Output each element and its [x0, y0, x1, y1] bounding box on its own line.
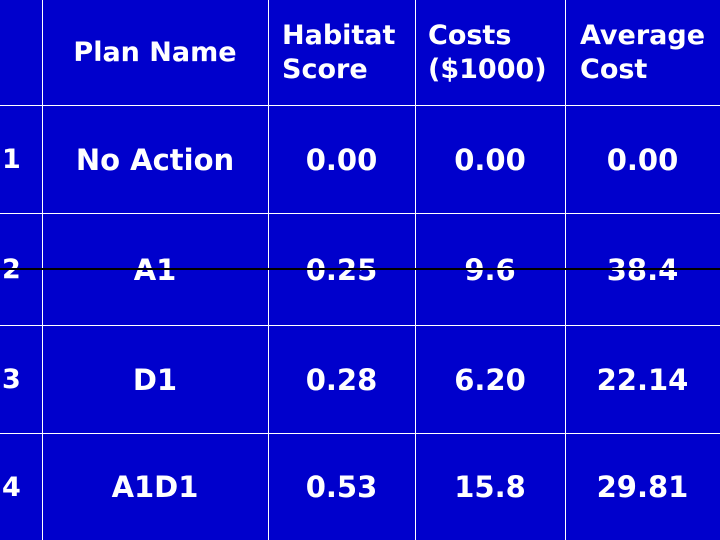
plan-name-cell: D1	[132, 362, 178, 397]
costs-cell: 6.20	[454, 362, 526, 397]
header-avg-line2: Cost	[580, 53, 648, 85]
plan-name-cell: A1D1	[111, 470, 199, 504]
header-habitat-line1: Habitat	[282, 19, 396, 51]
row-index: 1	[2, 144, 21, 175]
row-index: 3	[2, 364, 21, 395]
habitat-score-cell: 0.28	[305, 362, 378, 397]
costs-cell: 15.8	[454, 470, 526, 504]
header-plan-name-label: Plan Name	[73, 36, 237, 68]
row-divider	[0, 433, 720, 434]
column-divider	[565, 0, 566, 540]
column-divider	[415, 0, 416, 540]
row-divider	[0, 105, 720, 106]
habitat-score-cell: 0.53	[305, 470, 378, 504]
header-habitat-score: Habitat Score	[282, 0, 415, 105]
header-avg-line1: Average	[580, 19, 706, 51]
header-costs-line2: ($1000)	[428, 53, 547, 85]
header-habitat-line2: Score	[282, 53, 368, 85]
habitat-score-cell: 0.00	[305, 142, 378, 177]
header-costs-line1: Costs	[428, 19, 512, 51]
costs-cell: 0.00	[454, 142, 526, 177]
row-divider	[0, 213, 720, 214]
average-cost-cell: 29.81	[596, 470, 689, 504]
average-cost-cell: 22.14	[596, 362, 689, 397]
column-divider	[42, 0, 43, 540]
row-strike-line	[0, 268, 720, 270]
row-index: 4	[2, 471, 21, 503]
plan-name-cell: No Action	[75, 142, 235, 177]
row-divider	[0, 325, 720, 326]
average-cost-cell: 0.00	[606, 142, 679, 177]
header-costs: Costs ($1000)	[428, 0, 565, 105]
header-plan-name: Plan Name	[42, 0, 268, 105]
column-divider	[268, 0, 269, 540]
header-average-cost: Average Cost	[580, 0, 720, 105]
